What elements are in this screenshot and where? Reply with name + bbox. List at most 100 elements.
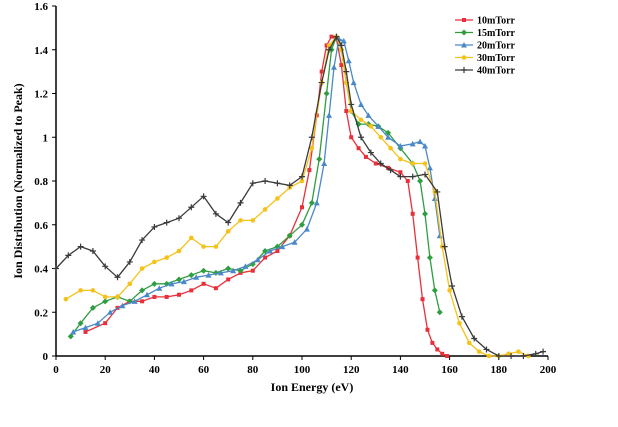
data-point bbox=[131, 298, 138, 304]
data-point bbox=[410, 161, 416, 166]
data-point bbox=[53, 265, 59, 272]
data-point bbox=[126, 258, 133, 265]
data-point bbox=[441, 243, 448, 250]
data-point bbox=[434, 188, 441, 195]
data-point bbox=[422, 143, 428, 149]
data-point bbox=[200, 267, 207, 274]
data-point bbox=[114, 274, 121, 281]
data-point bbox=[435, 347, 440, 352]
data-point bbox=[286, 232, 293, 239]
data-point bbox=[217, 269, 224, 276]
data-point bbox=[385, 129, 392, 136]
data-point bbox=[263, 255, 268, 260]
data-point bbox=[176, 215, 182, 222]
data-point bbox=[457, 320, 462, 326]
data-point bbox=[340, 38, 347, 44]
data-point bbox=[333, 33, 340, 40]
data-point bbox=[300, 205, 304, 210]
data-point bbox=[168, 280, 175, 287]
data-point bbox=[363, 154, 368, 159]
data-point bbox=[358, 134, 365, 141]
data-point bbox=[495, 353, 502, 359]
data-point bbox=[225, 229, 231, 234]
data-point bbox=[102, 298, 109, 305]
data-point bbox=[532, 350, 539, 357]
data-point bbox=[422, 171, 428, 178]
x-tick-label: 80 bbox=[247, 364, 259, 376]
data-point bbox=[422, 210, 428, 217]
data-point bbox=[426, 254, 433, 261]
data-point bbox=[267, 248, 274, 254]
data-point bbox=[425, 327, 430, 332]
data-point bbox=[349, 135, 354, 140]
data-point bbox=[144, 291, 151, 298]
data-point bbox=[193, 274, 200, 280]
x-tick-label: 40 bbox=[149, 364, 161, 376]
data-point bbox=[279, 243, 286, 250]
x-axis-title: Ion Energy (eV) bbox=[271, 380, 354, 394]
data-point bbox=[520, 353, 527, 359]
data-point bbox=[313, 199, 320, 206]
data-point bbox=[291, 239, 298, 245]
data-point bbox=[415, 255, 420, 260]
data-point bbox=[139, 287, 146, 294]
data-point bbox=[445, 354, 450, 358]
data-point bbox=[471, 335, 478, 342]
data-point bbox=[163, 219, 170, 226]
data-point bbox=[262, 248, 269, 254]
data-point bbox=[326, 112, 333, 118]
data-point bbox=[461, 42, 467, 48]
data-point bbox=[343, 68, 350, 75]
series-15mTorr bbox=[67, 33, 443, 340]
data-point bbox=[308, 134, 315, 141]
y-tick-label: 1.4 bbox=[34, 45, 48, 57]
data-point bbox=[461, 55, 467, 60]
data-point bbox=[94, 320, 101, 326]
data-point bbox=[486, 353, 492, 359]
data-point bbox=[440, 351, 445, 356]
data-point bbox=[225, 219, 232, 226]
legend-label: 10mTorr bbox=[477, 16, 516, 27]
data-point bbox=[358, 101, 365, 107]
data-point bbox=[152, 259, 157, 265]
data-point bbox=[388, 145, 393, 151]
data-point bbox=[410, 211, 415, 216]
x-tick-label: 100 bbox=[294, 364, 311, 376]
x-tick-label: 180 bbox=[491, 364, 508, 376]
series-line bbox=[85, 35, 448, 357]
data-point bbox=[200, 193, 207, 200]
data-point bbox=[213, 286, 218, 291]
data-point bbox=[299, 173, 305, 180]
data-point bbox=[299, 178, 305, 184]
data-point bbox=[329, 34, 334, 39]
legend-item: 20mTorr bbox=[455, 41, 516, 52]
data-point bbox=[275, 249, 280, 253]
data-point bbox=[377, 160, 384, 167]
series-layer bbox=[53, 33, 547, 359]
data-point bbox=[339, 63, 344, 68]
data-point bbox=[102, 294, 108, 300]
series-line bbox=[55, 35, 544, 357]
data-point bbox=[119, 302, 126, 309]
data-point bbox=[367, 149, 374, 156]
data-point bbox=[274, 180, 281, 187]
data-point bbox=[275, 196, 280, 201]
series-line bbox=[70, 35, 441, 337]
legend-item: 15mTorr bbox=[455, 28, 516, 39]
data-point bbox=[127, 281, 133, 287]
data-point bbox=[249, 180, 256, 187]
data-point bbox=[462, 18, 466, 22]
data-point bbox=[152, 294, 157, 299]
data-point bbox=[356, 146, 361, 151]
data-point bbox=[189, 235, 194, 241]
data-point bbox=[397, 143, 404, 149]
data-point bbox=[205, 272, 212, 278]
data-point bbox=[262, 207, 268, 212]
y-tick-label: 1 bbox=[43, 132, 49, 144]
data-point bbox=[151, 280, 158, 287]
data-point bbox=[417, 138, 424, 145]
data-point bbox=[107, 309, 114, 315]
data-point bbox=[375, 123, 382, 129]
data-point bbox=[506, 351, 511, 357]
